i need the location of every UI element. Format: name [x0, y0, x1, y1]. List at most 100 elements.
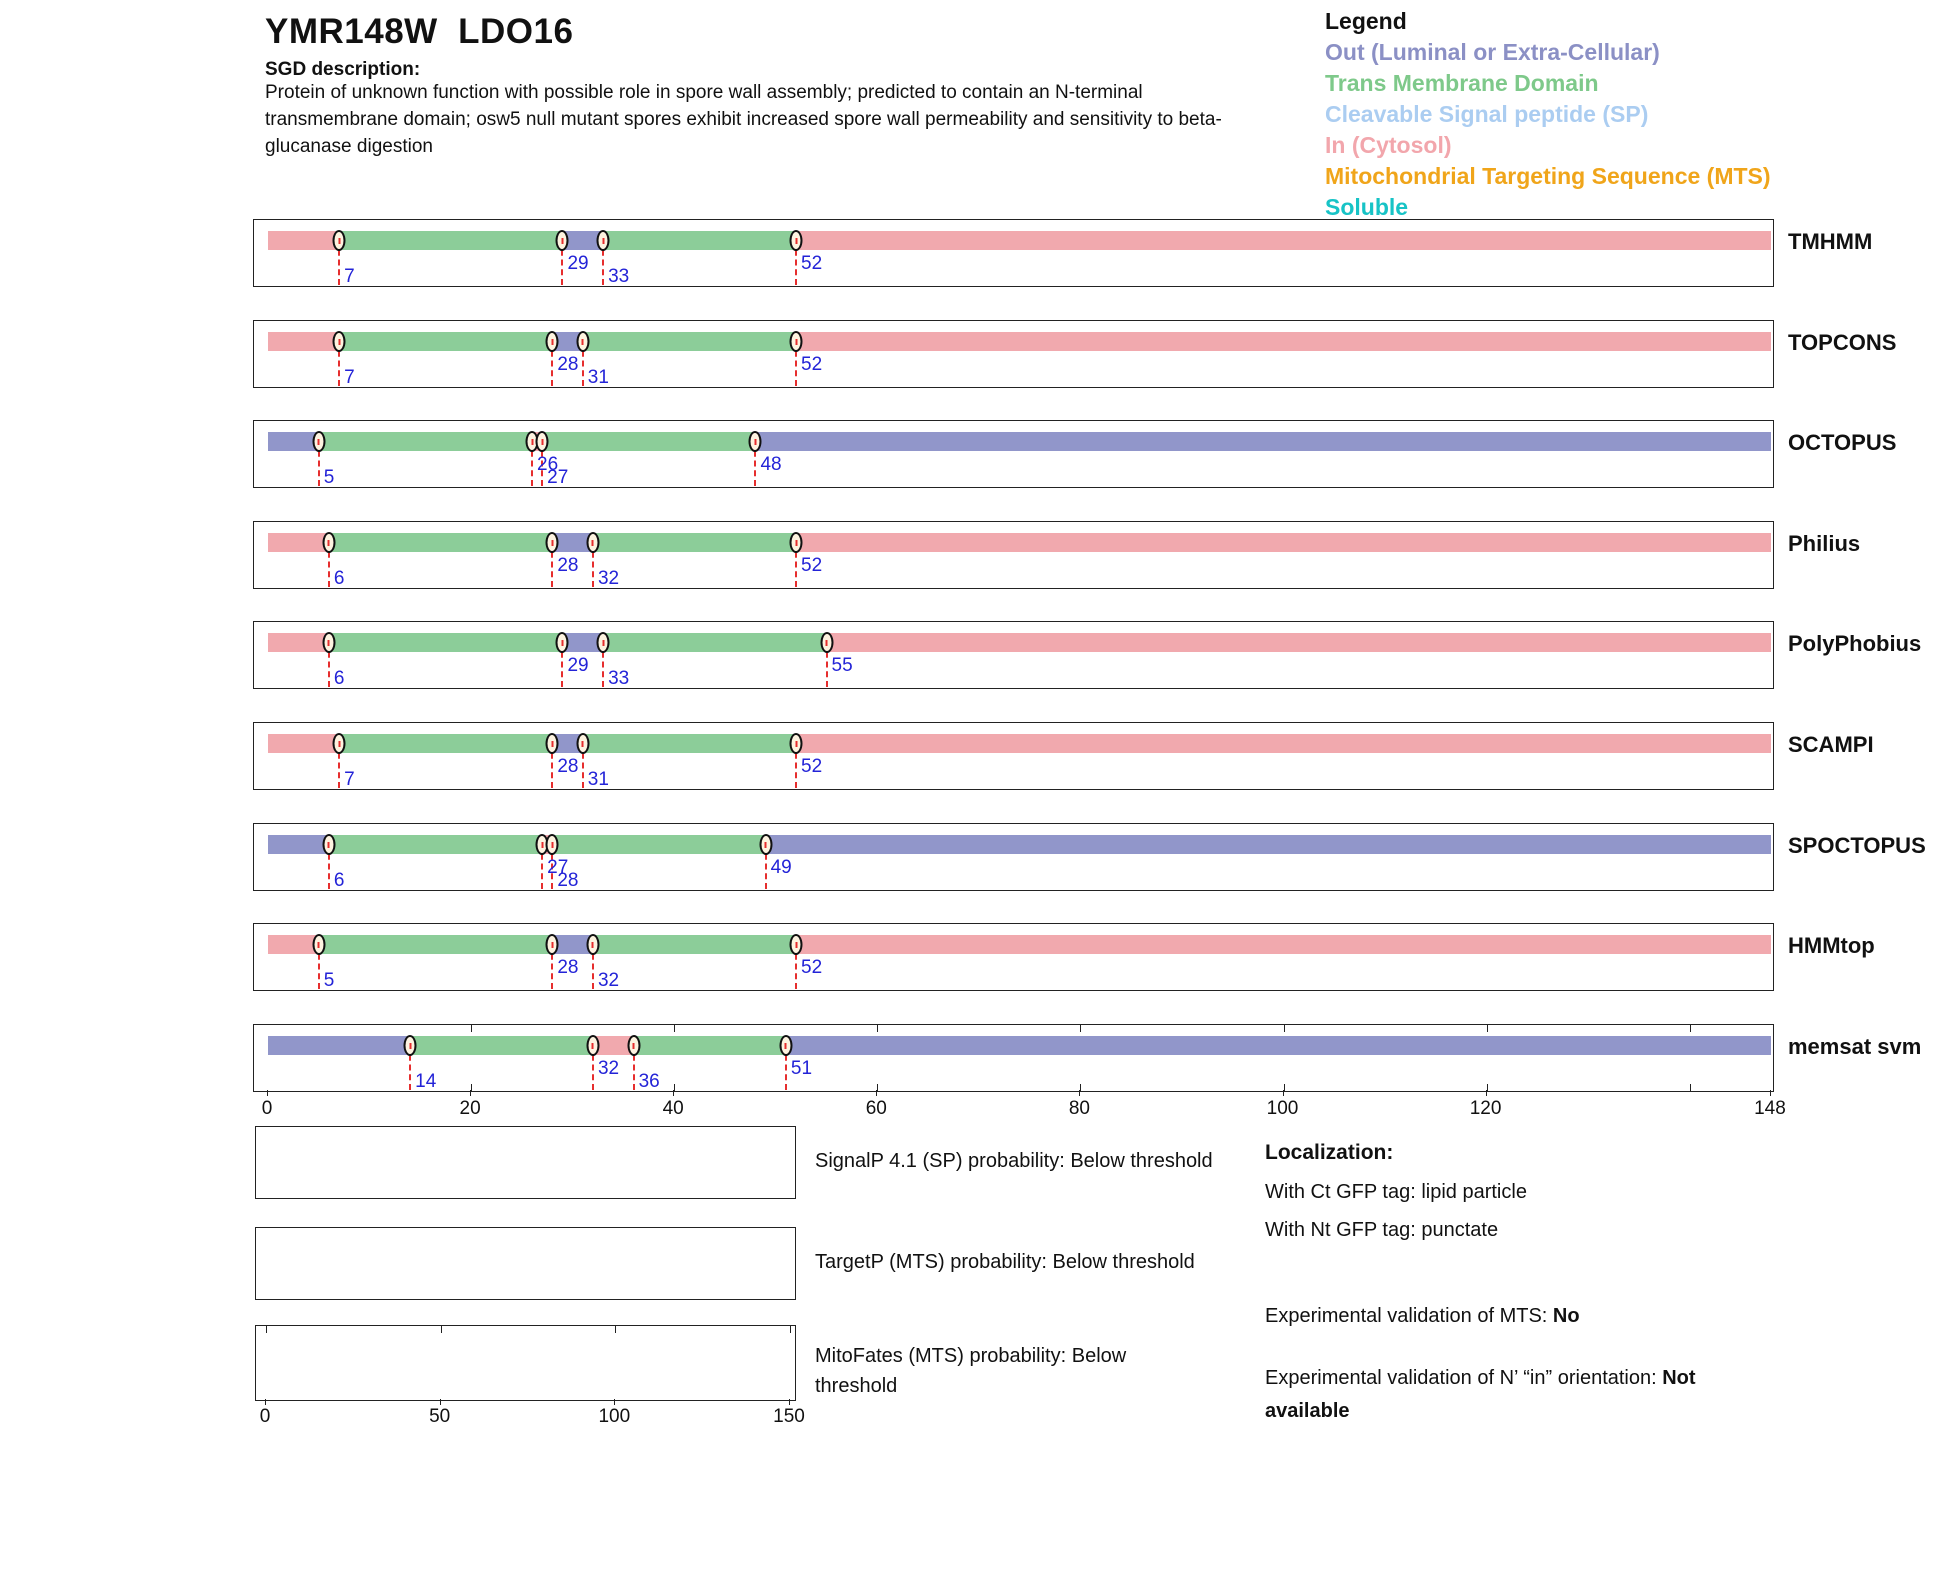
page-title: YMR148W LDO16: [265, 12, 574, 51]
marker-line: [825, 642, 828, 687]
marker-dot: [789, 733, 803, 754]
mitofates-plot-box: [255, 1325, 796, 1401]
marker-dot: [789, 934, 803, 955]
segment-tm: [410, 1036, 593, 1055]
axis-tick: [470, 1090, 472, 1096]
marker-number: 52: [801, 756, 823, 777]
marker-number: 36: [638, 1071, 660, 1092]
marker-dot: [748, 431, 762, 452]
localization-ct-gfp: With Ct GFP tag: lipid particle: [1265, 1181, 1527, 1203]
mts-validation-line: Experimental validation of MTS: No: [1265, 1305, 1580, 1328]
marker-line: [338, 240, 341, 285]
marker-dot: [322, 632, 336, 653]
marker-number: 7: [344, 266, 355, 287]
mitofates-plot-label: MitoFates (MTS) probability: Below thres…: [815, 1345, 1127, 1397]
axis-tick-label: 60: [865, 1098, 887, 1119]
marker-dot: [627, 1035, 641, 1056]
track-label-topcons: TOPCONS: [1788, 330, 1897, 355]
segment-out: [268, 1036, 411, 1055]
axis-tick: [614, 1399, 616, 1405]
marker-dot: [596, 632, 610, 653]
axis-tick-label: 0: [259, 1406, 271, 1427]
marker-line: [591, 1045, 594, 1090]
segment-tm: [603, 633, 827, 652]
track-box-topcons: 7 28 31 52: [253, 320, 1774, 388]
ruler-tick: [1283, 1084, 1285, 1091]
marker-dot: [820, 632, 834, 653]
marker-number: 31: [587, 367, 609, 388]
ruler-tick: [877, 1084, 879, 1091]
ruler-tick: [615, 1326, 617, 1333]
segment-tm: [339, 332, 553, 351]
track-label-memsat-svm: memsat svm: [1788, 1034, 1922, 1059]
marker-number: 14: [415, 1071, 437, 1092]
marker-number: 51: [790, 1058, 813, 1079]
legend-item-out: Out (Luminal or Extra-Cellular): [1325, 39, 1660, 65]
segment-out: [552, 332, 583, 351]
localization-title: Localization:: [1265, 1141, 1394, 1164]
segment-tm: [318, 432, 533, 451]
marker-line: [591, 944, 594, 989]
marker-number: 7: [344, 367, 355, 388]
marker-line: [551, 944, 554, 989]
orientation-validation-value: Not available: [1265, 1367, 1696, 1422]
marker-number: 5: [323, 970, 335, 991]
segment-tm: [582, 734, 797, 753]
track-label-polyphobius: PolyPhobius: [1788, 631, 1922, 656]
segment-in: [592, 1036, 634, 1055]
marker-number: 27: [547, 467, 569, 488]
ruler-tick: [1080, 1025, 1082, 1032]
track-label-octopus: OCTOPUS: [1788, 430, 1897, 455]
segment-in: [826, 633, 1771, 652]
sgd-description-text: Protein of unknown function with possibl…: [265, 82, 1222, 157]
axis-tick-label: 40: [662, 1098, 684, 1119]
segment-in: [796, 231, 1771, 250]
marker-number: 6: [333, 568, 345, 589]
marker-line: [602, 642, 605, 687]
marker-line: [327, 844, 330, 889]
orientation-validation-line: Experimental validation of N’ “in” orien…: [1265, 1362, 1745, 1428]
segment-in: [268, 533, 329, 552]
marker-dot: [586, 532, 600, 553]
track-label-scampi: SCAMPI: [1788, 732, 1874, 757]
axis-tick: [265, 1399, 266, 1405]
segment-tm: [542, 432, 756, 451]
segment-out: [552, 935, 593, 954]
ruler-tick: [266, 1326, 267, 1333]
legend-item-mts: Mitochondrial Targeting Sequence (MTS): [1325, 163, 1771, 189]
axis-tick-label: 100: [1266, 1098, 1299, 1119]
marker-dot: [576, 331, 590, 352]
segment-tm: [552, 835, 766, 854]
marker-dot: [789, 331, 803, 352]
axis-tick: [1079, 1090, 1081, 1096]
marker-line: [764, 844, 767, 889]
segment-in: [268, 332, 340, 351]
segment-out: [765, 835, 1771, 854]
axis-tick-label: 20: [459, 1098, 481, 1119]
marker-dot: [322, 834, 336, 855]
marker-line: [338, 743, 341, 788]
marker-line: [327, 642, 330, 687]
segment-out: [562, 633, 604, 652]
marker-number: 33: [608, 668, 630, 689]
segment-tm: [318, 935, 553, 954]
marker-line: [602, 240, 605, 285]
segment-out: [755, 432, 1771, 451]
marker-dot: [403, 1035, 417, 1056]
marker-dot: [545, 934, 559, 955]
track-label-tmhmm: TMHMM: [1788, 229, 1873, 254]
segment-in: [268, 633, 329, 652]
marker-line: [784, 1045, 787, 1090]
segment-out: [562, 231, 604, 250]
segment-out: [552, 734, 583, 753]
ruler-tick: [1486, 1025, 1488, 1032]
segment-tm: [603, 231, 797, 250]
segment-tm: [328, 533, 553, 552]
legend-item-soluble: Soluble: [1325, 194, 1409, 220]
marker-number: 49: [770, 857, 792, 878]
segment-tm: [592, 935, 797, 954]
marker-number: 32: [597, 568, 620, 589]
marker-dot: [759, 834, 773, 855]
marker-number: 29: [567, 253, 589, 274]
